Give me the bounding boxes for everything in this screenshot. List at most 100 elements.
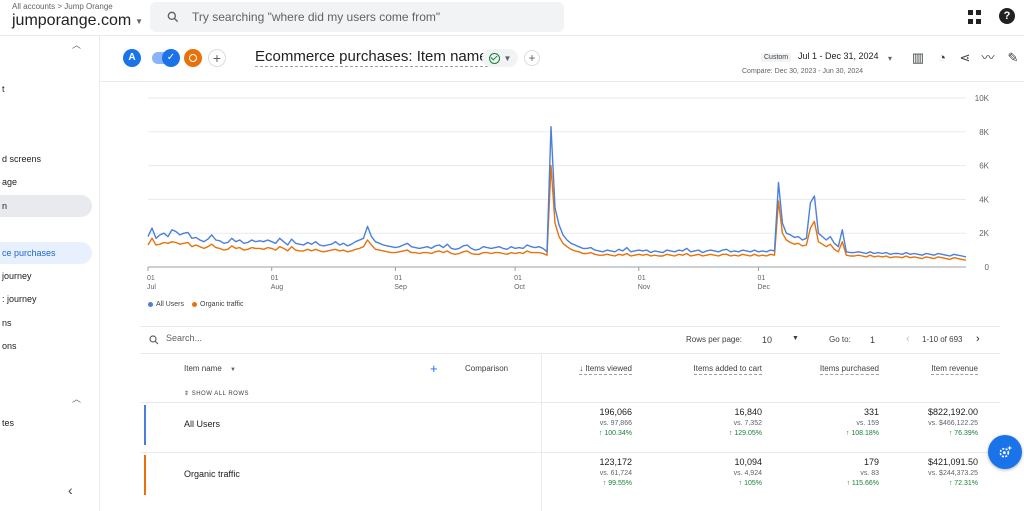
legend-item-organic-traffic[interactable]: Organic traffic (192, 301, 243, 308)
table-row[interactable]: All Users 196,066 vs. 97,866 ↑ 100.34% 16,… (140, 402, 1000, 450)
chevron-up-icon[interactable]: ︿ (72, 394, 82, 404)
segment-organic-avatar[interactable] (184, 49, 202, 67)
property-selector[interactable]: jumporange.com ▼ (12, 12, 143, 30)
data-table: Item name ▼ + Comparison ↓ Items viewed … (140, 354, 1000, 511)
sidebar-item[interactable]: : journey (2, 294, 37, 304)
row-name: All Users (184, 419, 221, 429)
comparison-header: Comparison (465, 364, 509, 373)
search-input[interactable] (192, 10, 552, 24)
series-line-all-users[interactable] (147, 126, 967, 258)
add-comparison-button[interactable]: + (208, 49, 226, 67)
legend-item-all-users[interactable]: All Users (148, 301, 184, 308)
prev-page-icon[interactable]: ‹ (906, 333, 910, 345)
expand-icon: ⇕ (184, 391, 192, 397)
line-chart-svg: 10K 8K 6K 4K 2K 0 01 Jul 01 Aug 01 Sep 01 Oct 01 Nov 01 D… (147, 94, 990, 291)
sidebar-item[interactable]: age (2, 177, 18, 187)
collapse-sidebar-icon[interactable]: ‹ (68, 482, 73, 498)
segment-a-avatar[interactable]: A (123, 49, 141, 67)
trend-icon[interactable]: 〰 (981, 50, 995, 65)
row-color-bar (144, 405, 146, 445)
y-tick-label: 2K (979, 229, 989, 238)
table-cell: 331 vs. 159 ↑ 108.18% (845, 407, 879, 437)
search-icon (149, 335, 159, 345)
sort-desc-icon: ↓ (579, 364, 586, 373)
table-cell: $421,091.50 vs. $244,373.25 ↑ 72.31% (927, 457, 978, 487)
chevron-up-icon[interactable]: ︿ (72, 40, 82, 50)
goto-input[interactable]: 1 (870, 335, 876, 345)
series-line-organic-traffic[interactable] (147, 164, 967, 261)
x-tick-label: 01 (514, 275, 522, 282)
y-tick-label: 0 (985, 263, 990, 272)
add-dimension-icon[interactable]: + (430, 361, 438, 376)
table-controls: Rows per page: 10 ▼ Go to: 1 ‹ 1-10 of 6… (140, 326, 1000, 354)
table-cell: $822,192.00 vs. $466,122.25 ↑ 76.39% (927, 407, 978, 437)
x-tick-label: 01 (394, 275, 402, 282)
row-name: Organic traffic (184, 469, 240, 479)
y-tick-label: 8K (979, 128, 989, 137)
sidebar-item[interactable] (0, 124, 92, 146)
table-cell: 179 vs. 83 ↑ 115.66% (846, 457, 879, 487)
legend-label: All Users (156, 301, 185, 308)
column-header-items-added[interactable]: Items added to cart (693, 364, 762, 375)
search-bar[interactable] (150, 2, 564, 32)
y-tick-label: 10K (975, 94, 990, 103)
y-tick-label: 4K (979, 195, 989, 204)
column-header-items-viewed[interactable]: ↓ Items viewed (579, 364, 632, 375)
top-bar: All accounts > Jump Orange jumporange.co… (0, 0, 1024, 36)
caret-down-icon: ▼ (230, 367, 236, 373)
goto-label: Go to: (829, 335, 851, 344)
x-tick-label: 01 (638, 275, 646, 282)
dimension-header-label: Item name (184, 364, 222, 373)
help-icon[interactable]: ? (999, 8, 1015, 24)
dimension-header[interactable]: Item name ▼ (184, 364, 236, 373)
sidebar-item[interactable]: journey (2, 271, 32, 281)
table-search-input[interactable] (166, 333, 366, 343)
table-row[interactable]: Organic traffic 123,172 vs. 61,724 ↑ 99.55… (140, 452, 1000, 500)
caret-down-icon[interactable]: ▼ (792, 335, 799, 342)
show-all-rows-button[interactable]: ⇕ SHOW ALL ROWS (184, 390, 249, 397)
add-report-button[interactable]: + (524, 50, 540, 66)
compare-columns-icon[interactable]: ▥ (911, 50, 925, 65)
date-custom-badge: Custom (761, 53, 792, 62)
check-circle-icon (488, 52, 500, 64)
apps-icon[interactable] (968, 10, 982, 24)
sidebar-item[interactable] (0, 100, 92, 122)
column-header-items-purchased[interactable]: Items purchased (819, 364, 879, 375)
date-compare: Compare: Dec 30, 2023 - Jun 30, 2024 (742, 68, 864, 75)
rows-per-page-select[interactable]: 10 (762, 335, 773, 345)
column-header-item-revenue[interactable]: Item revenue (931, 364, 978, 375)
sidebar-item[interactable]: t (2, 84, 5, 94)
next-page-icon[interactable]: › (976, 333, 980, 345)
x-tick-label: Nov (638, 284, 651, 291)
sidebar-item-selected-parent[interactable]: n (0, 195, 92, 217)
share-icon[interactable]: ⋖ (959, 50, 971, 65)
sidebar-item[interactable]: ons (2, 341, 17, 351)
insights-fab-button[interactable] (988, 435, 1022, 469)
date-range[interactable]: Jul 1 - Dec 31, 2024 (798, 51, 879, 61)
x-tick-label: 01 (271, 275, 279, 282)
x-tick-label: 01 (758, 275, 766, 282)
edit-icon[interactable]: ✎ (1007, 50, 1019, 65)
show-all-rows-label: SHOW ALL ROWS (191, 391, 249, 397)
sidebar-item[interactable]: d screens (2, 154, 42, 164)
sidebar-item[interactable]: tes (2, 418, 15, 428)
report-title[interactable]: Ecommerce purchases: Item name (255, 48, 488, 67)
row-color-bar (144, 455, 146, 495)
sidebar-item-ecommerce-purchases[interactable]: ce purchases (0, 242, 92, 264)
pagination-range: 1-10 of 693 (922, 335, 963, 344)
property-name: jumporange.com (12, 12, 132, 29)
rows-per-page-label: Rows per page: (686, 335, 743, 344)
caret-down-icon[interactable]: ▾ (888, 54, 893, 63)
insights-icon[interactable]: ◔ (938, 50, 946, 65)
comparison-bar: A ✓ + Ecommerce purchases: Item name ▼ +… (100, 36, 1024, 82)
table-cell: 16,840 vs. 7,352 ↑ 129.05% (728, 407, 762, 437)
x-tick-label: Jul (147, 284, 156, 291)
account-breadcrumb[interactable]: All accounts > Jump Orange (12, 2, 113, 11)
comparison-toggle[interactable]: ✓ (152, 49, 180, 67)
sidebar-item[interactable]: ns (2, 318, 12, 328)
report-status-pill[interactable]: ▼ (482, 49, 518, 67)
x-tick-label: Oct (514, 284, 525, 291)
sidebar: ︿ t d screens age n ce purchases journey… (0, 36, 100, 511)
caret-down-icon: ▼ (503, 53, 512, 63)
sidebar-item[interactable] (0, 218, 92, 240)
